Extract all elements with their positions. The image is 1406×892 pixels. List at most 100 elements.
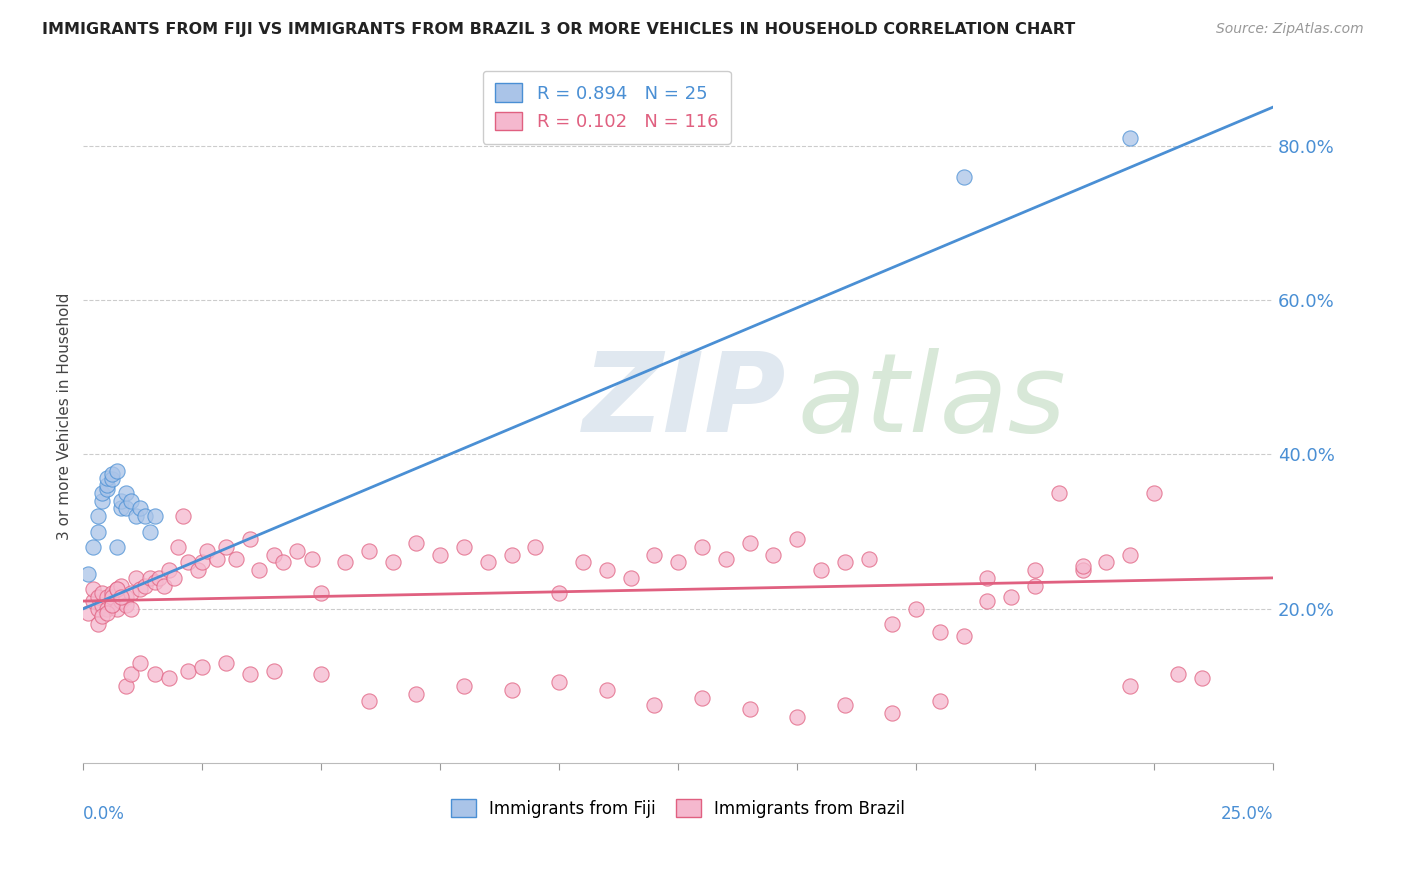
Point <box>110 591 132 605</box>
Point <box>163 571 186 585</box>
Point <box>86 524 108 539</box>
Point <box>596 563 619 577</box>
Point <box>882 706 904 720</box>
Point <box>143 509 166 524</box>
Point <box>810 563 832 577</box>
Point <box>453 540 475 554</box>
Point <box>101 598 124 612</box>
Point <box>643 698 665 713</box>
Point <box>786 710 808 724</box>
Point <box>191 556 214 570</box>
Point <box>120 667 142 681</box>
Point <box>96 482 118 496</box>
Point <box>105 582 128 597</box>
Point <box>172 509 194 524</box>
Point <box>215 540 238 554</box>
Point <box>834 698 856 713</box>
Point <box>96 470 118 484</box>
Point <box>148 571 170 585</box>
Point <box>548 675 571 690</box>
Text: 25.0%: 25.0% <box>1220 805 1272 822</box>
Point <box>405 687 427 701</box>
Point <box>1047 486 1070 500</box>
Point <box>453 679 475 693</box>
Point <box>101 598 124 612</box>
Legend: Immigrants from Fiji, Immigrants from Brazil: Immigrants from Fiji, Immigrants from Br… <box>444 793 912 824</box>
Text: ZIP: ZIP <box>583 349 786 456</box>
Point <box>120 586 142 600</box>
Point <box>110 501 132 516</box>
Point <box>115 486 138 500</box>
Point <box>129 501 152 516</box>
Point <box>1024 563 1046 577</box>
Point <box>129 582 152 597</box>
Point <box>619 571 641 585</box>
Point <box>501 682 523 697</box>
Point <box>596 682 619 697</box>
Point <box>247 563 270 577</box>
Point <box>714 551 737 566</box>
Point <box>110 594 132 608</box>
Point <box>186 563 208 577</box>
Point <box>120 601 142 615</box>
Point <box>86 509 108 524</box>
Point <box>191 659 214 673</box>
Point <box>786 533 808 547</box>
Point <box>1071 563 1094 577</box>
Point <box>96 591 118 605</box>
Point <box>134 579 156 593</box>
Point <box>1167 667 1189 681</box>
Point <box>167 540 190 554</box>
Point <box>105 540 128 554</box>
Point <box>115 501 138 516</box>
Point <box>976 594 998 608</box>
Point <box>105 582 128 597</box>
Point <box>928 694 950 708</box>
Point <box>110 579 132 593</box>
Point <box>96 478 118 492</box>
Text: atlas: atlas <box>797 349 1066 456</box>
Point <box>690 540 713 554</box>
Point <box>501 548 523 562</box>
Point <box>105 464 128 478</box>
Point <box>91 486 114 500</box>
Point <box>309 667 332 681</box>
Text: 0.0%: 0.0% <box>83 805 125 822</box>
Point <box>115 598 138 612</box>
Point <box>101 591 124 605</box>
Point <box>96 606 118 620</box>
Point <box>263 664 285 678</box>
Point <box>1119 548 1142 562</box>
Point <box>215 656 238 670</box>
Point <box>643 548 665 562</box>
Point <box>429 548 451 562</box>
Point <box>477 556 499 570</box>
Point <box>110 493 132 508</box>
Point <box>86 601 108 615</box>
Point <box>858 551 880 566</box>
Point <box>333 556 356 570</box>
Point <box>1119 679 1142 693</box>
Point <box>139 524 162 539</box>
Point <box>271 556 294 570</box>
Point <box>1071 559 1094 574</box>
Point <box>177 664 200 678</box>
Point <box>153 579 176 593</box>
Point <box>524 540 547 554</box>
Point <box>82 540 104 554</box>
Point <box>357 694 380 708</box>
Point <box>115 591 138 605</box>
Point <box>738 536 761 550</box>
Point <box>129 656 152 670</box>
Point <box>101 472 124 486</box>
Point <box>239 667 262 681</box>
Point <box>976 571 998 585</box>
Point <box>86 617 108 632</box>
Point <box>82 594 104 608</box>
Point <box>905 601 928 615</box>
Point <box>690 690 713 705</box>
Point <box>77 567 100 582</box>
Point <box>928 624 950 639</box>
Point <box>952 629 974 643</box>
Point <box>263 548 285 562</box>
